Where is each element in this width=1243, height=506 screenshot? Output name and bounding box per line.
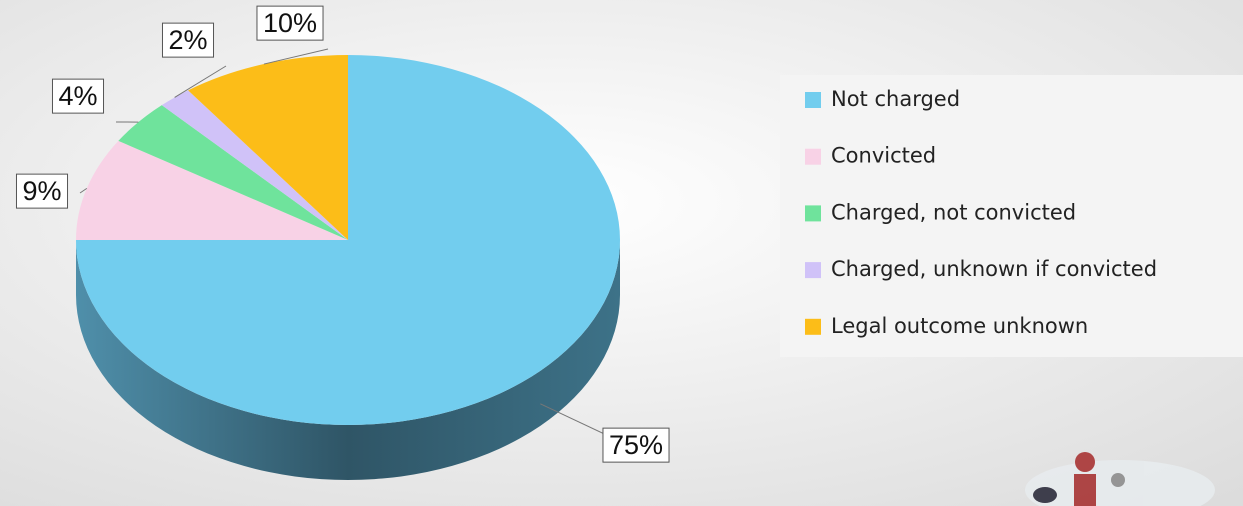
data-label: 75% — [609, 430, 663, 460]
legend-swatch — [805, 262, 821, 278]
data-label: 9% — [22, 176, 61, 206]
legend-label: Convicted — [831, 144, 936, 168]
data-label: 10% — [263, 8, 317, 38]
legend-swatch — [805, 149, 821, 165]
legend-swatch — [805, 205, 821, 221]
chart: 75% 9% 4% 2% 10% Not charged Convicted Charged,… — [0, 0, 1243, 506]
data-label: 2% — [168, 25, 207, 55]
legend-label: Charged, unknown if convicted — [831, 257, 1157, 281]
legend-swatch — [805, 319, 821, 335]
legend-swatch — [805, 92, 821, 108]
legend-label: Not charged — [831, 87, 960, 111]
data-label: 4% — [58, 81, 97, 111]
legend-label: Charged, not convicted — [831, 200, 1076, 224]
legend-label: Legal outcome unknown — [831, 314, 1088, 338]
page: {"chart_data": {"type": "pie", "categori… — [0, 0, 1243, 506]
